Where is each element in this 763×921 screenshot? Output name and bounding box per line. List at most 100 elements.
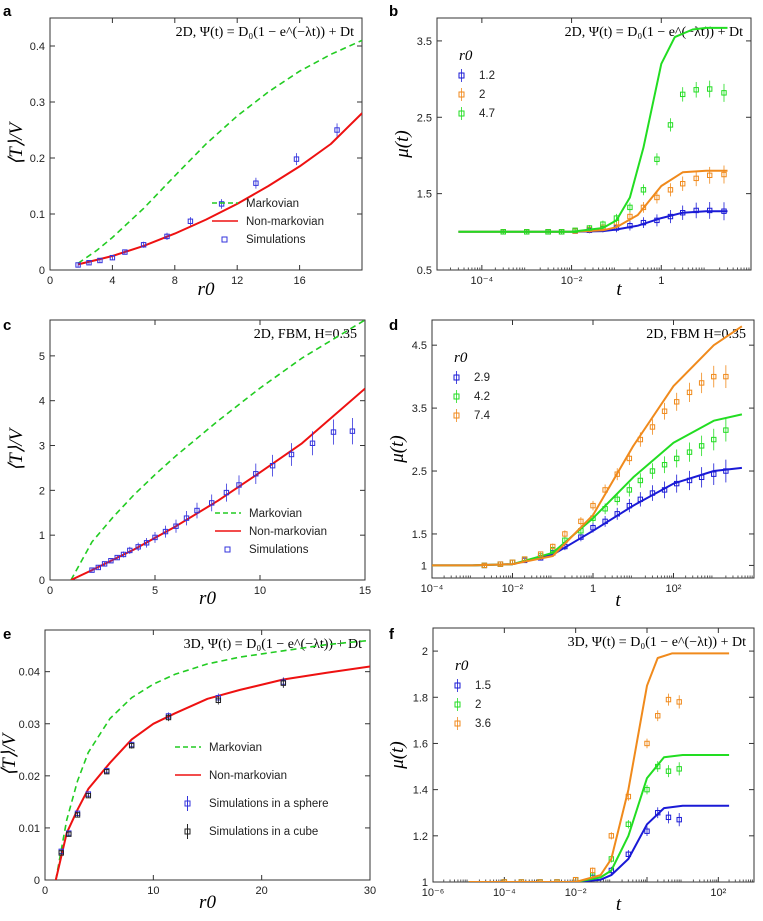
data-point (655, 713, 661, 719)
y-tick-label: 1.4 (413, 785, 428, 797)
x-tick-label: 12 (231, 275, 243, 287)
data-point (676, 766, 682, 772)
data-point (334, 127, 340, 133)
x-tick-label: 10 (254, 585, 266, 597)
x-tick-label: 0 (47, 275, 53, 287)
data-point (95, 564, 101, 571)
legend-label: 7.4 (474, 410, 491, 422)
plot-area (54, 639, 370, 880)
data-point (572, 227, 578, 233)
y-tick-label: 1.6 (413, 738, 428, 750)
legend-label: 4.2 (474, 391, 490, 403)
data-point (223, 489, 230, 496)
y-tick-label: 4 (39, 396, 45, 408)
data-point (676, 699, 682, 705)
plot-frame (432, 627, 755, 883)
x-tick-label: 10⁻⁴ (421, 583, 444, 595)
data-point (667, 213, 674, 220)
data-point (644, 740, 650, 747)
plot-frame (44, 629, 371, 881)
x-axis-label: r0 (198, 279, 215, 300)
x-tick-label: 8 (172, 275, 178, 287)
data-point (686, 389, 693, 396)
x-tick-label: 10⁻² (561, 275, 583, 287)
y-tick-label: 1 (421, 560, 427, 572)
series-markovian (70, 320, 365, 580)
y-tick-label: 1.8 (413, 692, 428, 704)
data-point (600, 221, 606, 227)
data-point (649, 490, 656, 496)
data-point (723, 427, 729, 433)
series-3-6 (468, 652, 730, 882)
data-point (637, 436, 644, 443)
panel-letter: d (389, 317, 398, 334)
data-point (679, 91, 686, 98)
x-tick-label: 30 (364, 885, 376, 897)
series-line (70, 387, 365, 580)
data-point (152, 534, 158, 541)
data-point (721, 208, 727, 214)
legend-title: r0 (455, 658, 469, 674)
series-2 (468, 754, 730, 882)
y-tick-label: 0.01 (19, 823, 40, 835)
x-tick-label: 10² (666, 583, 682, 595)
data-point (644, 786, 650, 793)
y-tick-label: 0 (39, 575, 45, 587)
data-point (640, 204, 647, 211)
data-point (66, 831, 72, 837)
data-point (673, 455, 680, 462)
data-point (626, 487, 633, 493)
y-tick-label: 3 (39, 441, 45, 453)
series-simulations (89, 417, 356, 573)
data-point (698, 474, 705, 481)
data-point (637, 477, 644, 484)
y-tick-label: 4.5 (412, 340, 427, 352)
data-point (558, 229, 565, 235)
legend-marker (221, 236, 228, 243)
data-point (661, 408, 668, 414)
data-point (253, 180, 259, 186)
data-point (706, 172, 713, 179)
legend-label: Non-markovian (249, 526, 327, 538)
panel-title: 3D, Ψ(t) = D₀(1 − e^(−λt)) + Dt (568, 635, 746, 650)
panel-letter: e (3, 626, 11, 643)
data-point (572, 876, 579, 882)
x-axis-label: t (615, 590, 621, 611)
x-tick-label: 1 (658, 275, 664, 287)
legend-label: Markovian (246, 198, 299, 210)
y-tick-label: 1 (39, 530, 45, 542)
data-point (625, 793, 632, 800)
data-point (673, 399, 680, 405)
data-point (500, 229, 506, 235)
data-point (550, 543, 556, 550)
legend-label: Non-markovian (209, 770, 287, 782)
y-tick-label: 5 (39, 351, 45, 363)
data-point (637, 496, 644, 503)
data-point (218, 201, 225, 207)
data-point (613, 215, 620, 221)
data-point (589, 867, 596, 874)
y-tick-label: 0.1 (30, 209, 45, 221)
data-point (545, 229, 551, 235)
data-point (120, 551, 127, 558)
data-point (330, 429, 337, 435)
data-point (562, 531, 568, 537)
data-point (75, 262, 81, 268)
plot-frame (436, 17, 752, 271)
data-point (194, 507, 200, 514)
series-markovian (55, 639, 370, 880)
data-point (509, 559, 516, 565)
legend-label: 2 (475, 699, 481, 711)
y-tick-label: 0 (39, 265, 45, 277)
data-point (280, 680, 287, 686)
data-point (698, 443, 705, 449)
series-non-markovian (77, 112, 362, 266)
data-point (521, 556, 528, 562)
data-point (673, 480, 680, 487)
x-tick-label: 10⁻⁴ (493, 887, 516, 899)
x-axis-label: r0 (199, 892, 216, 913)
legend-label: Simulations in a sphere (209, 798, 329, 810)
data-point (104, 768, 110, 775)
data-point (627, 223, 633, 229)
data-point (173, 523, 179, 529)
